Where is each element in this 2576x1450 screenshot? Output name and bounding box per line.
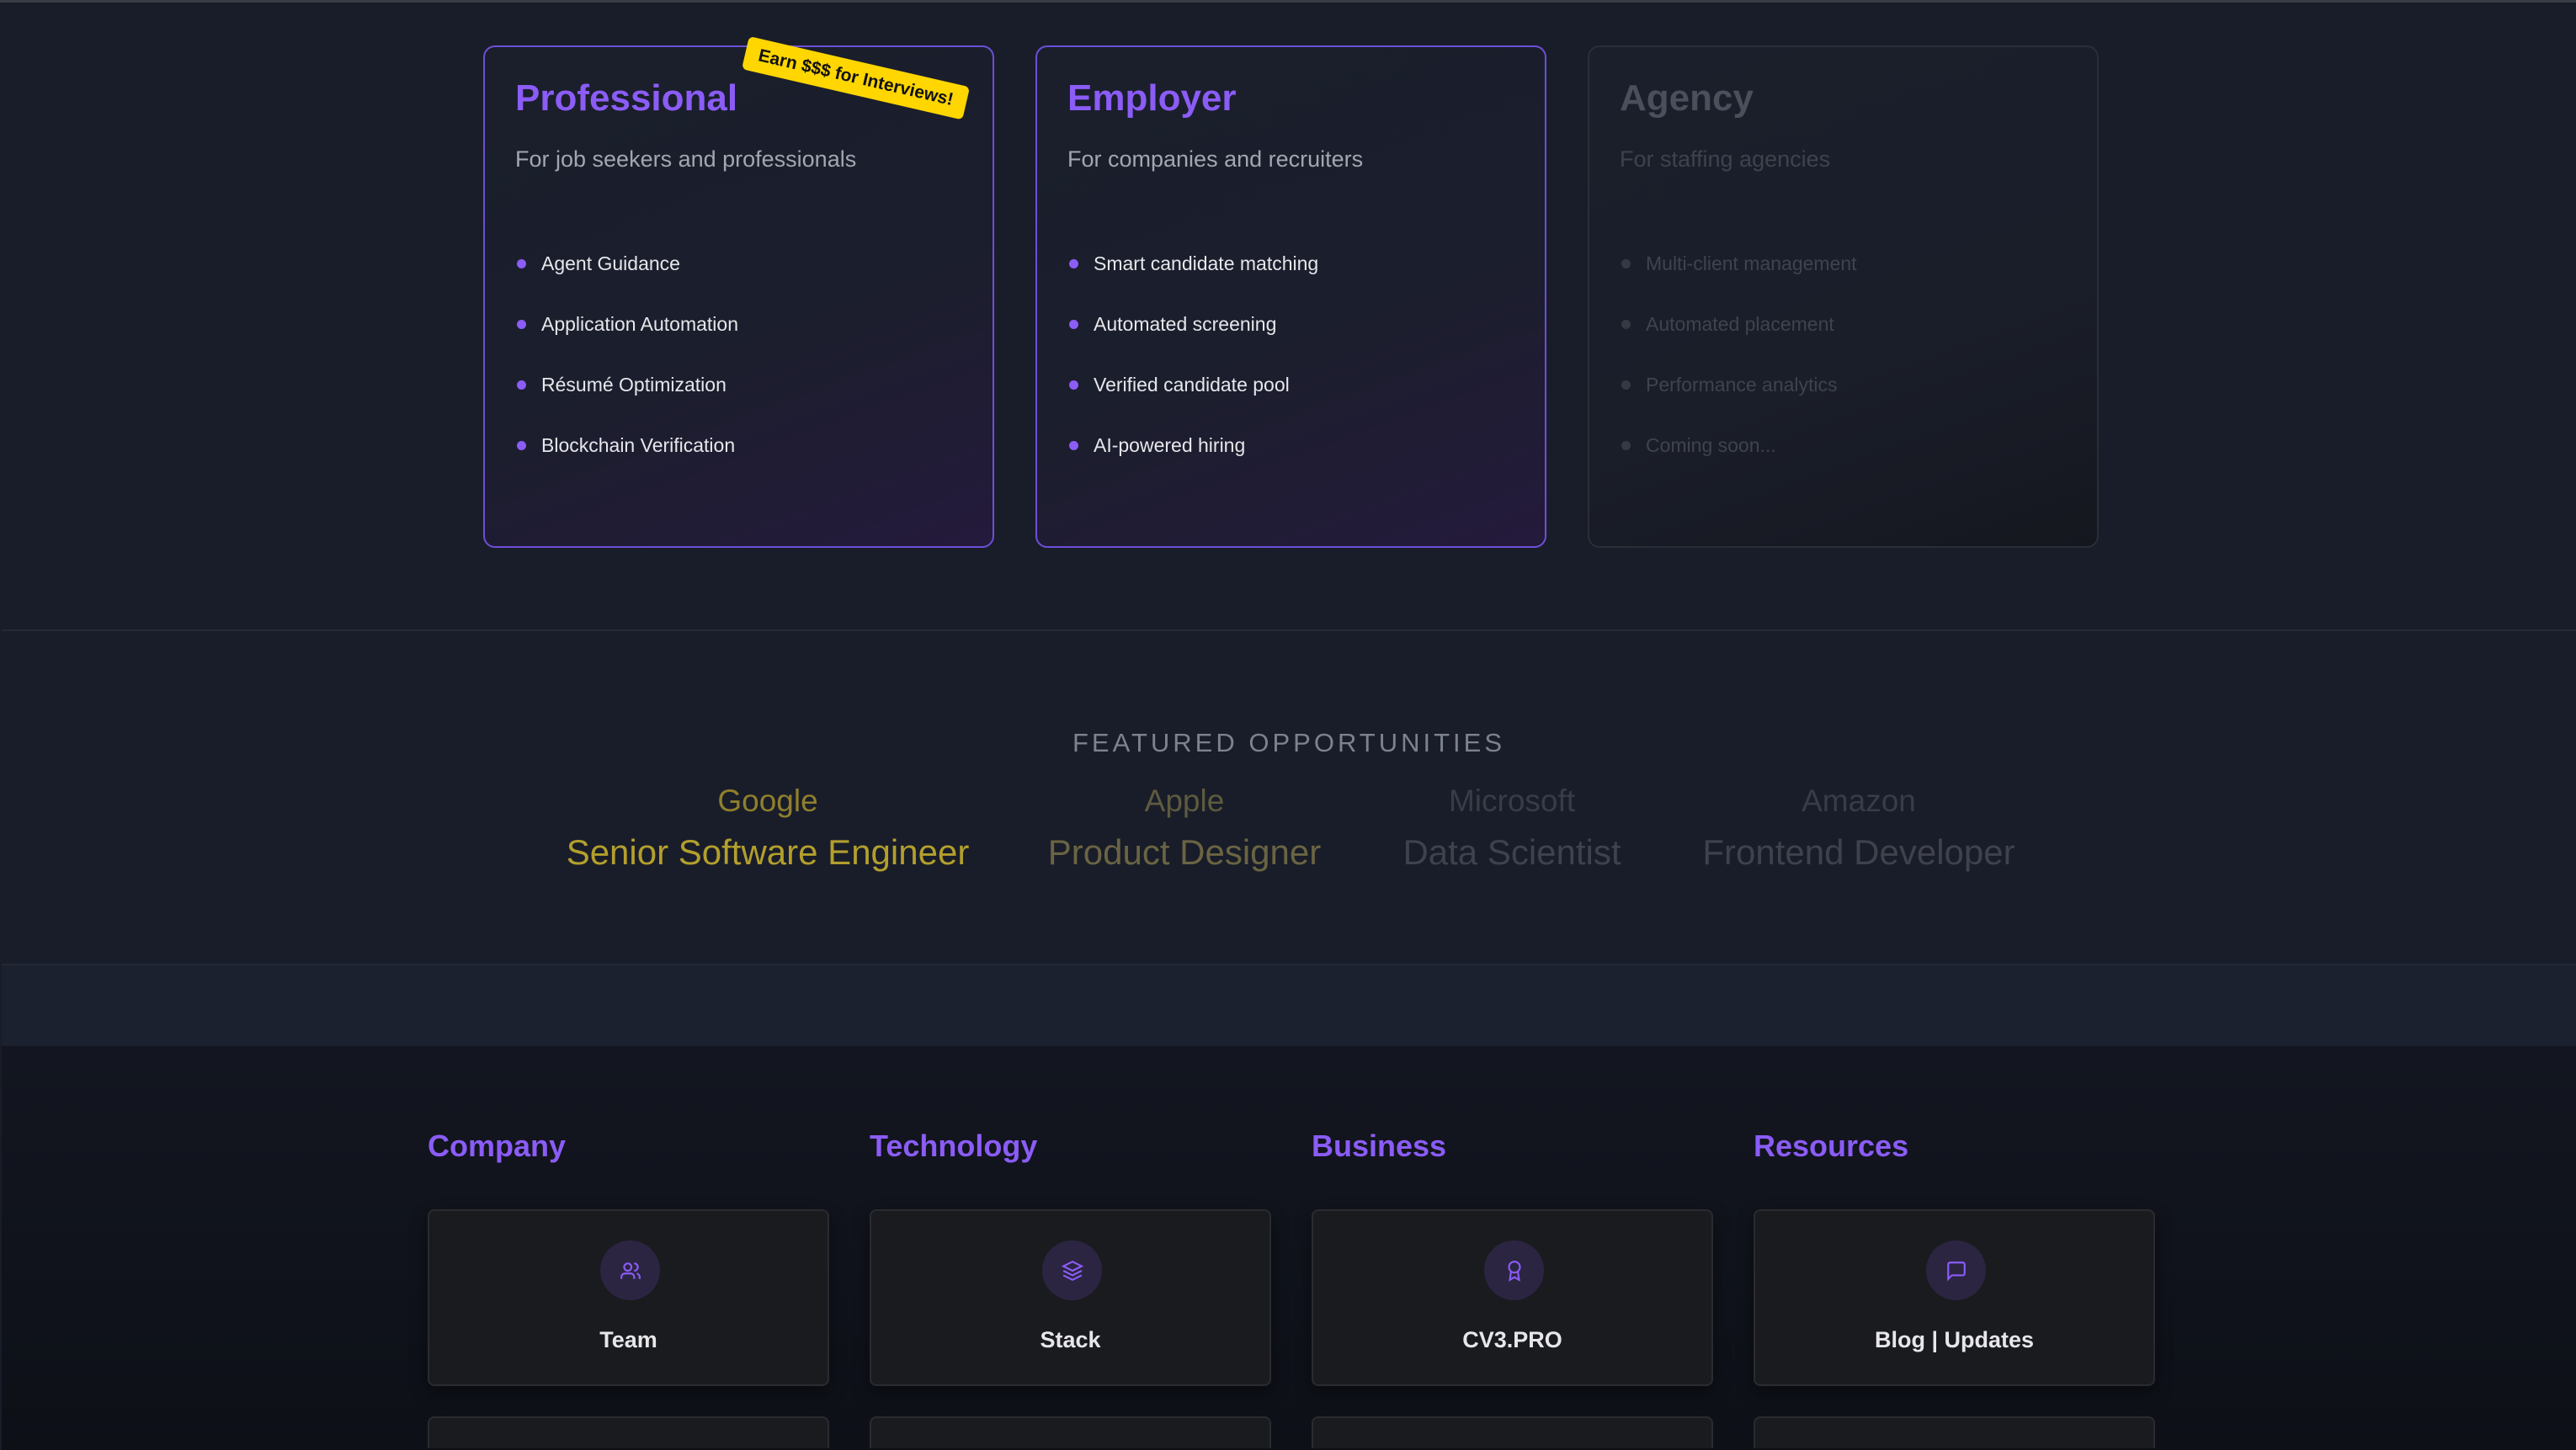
- footer-heading-business: Business: [1312, 1129, 1447, 1163]
- footer-heading-resources: Resources: [1754, 1129, 1909, 1163]
- bullet-icon: [1621, 380, 1631, 390]
- bullet-icon: [1621, 441, 1631, 450]
- footer: [2, 1046, 2576, 1450]
- feature-item: Smart candidate matching: [1067, 252, 1318, 313]
- feature-item: Application Automation: [515, 313, 738, 374]
- footer-link-cv3pro[interactable]: CV3.PRO: [1312, 1209, 1713, 1386]
- plan-title: Professional: [515, 77, 738, 119]
- bullet-icon: [1069, 259, 1078, 268]
- footer-heading-technology: Technology: [870, 1129, 1038, 1163]
- feature-item: Multi-client management: [1620, 252, 1857, 313]
- feature-item: AI-powered hiring: [1067, 434, 1318, 495]
- bullet-icon: [1069, 380, 1078, 390]
- job-title: Product Designer: [1047, 832, 1322, 872]
- company-name: Microsoft: [1448, 783, 1576, 818]
- feature-item: Performance analytics: [1620, 374, 1857, 434]
- plan-subtitle: For companies and recruiters: [1067, 146, 1364, 172]
- footer-link-label: Team: [599, 1327, 657, 1352]
- feature-item: Résumé Optimization: [515, 374, 738, 434]
- footer-link-stack[interactable]: Stack: [870, 1209, 1271, 1386]
- feature-item: Verified candidate pool: [1067, 374, 1318, 434]
- bullet-icon: [1621, 259, 1631, 268]
- feature-list: Agent Guidance Application Automation Ré…: [515, 252, 738, 495]
- feature-list: Smart candidate matching Automated scree…: [1067, 252, 1318, 495]
- company-name: Google: [717, 783, 818, 818]
- bullet-icon: [517, 259, 526, 268]
- featured-title: FEATURED OPPORTUNITIES: [1072, 728, 1505, 757]
- feature-item: Coming soon...: [1620, 434, 1857, 495]
- plan-card-professional[interactable]: Professional For job seekers and profess…: [483, 45, 994, 548]
- feature-item: Automated placement: [1620, 313, 1857, 374]
- plan-title: Employer: [1067, 77, 1237, 119]
- footer-heading-company: Company: [428, 1129, 567, 1163]
- footer-link-blog[interactable]: Blog | Updates: [1754, 1209, 2155, 1386]
- plan-card-agency: Agency For staffing agencies Multi-clien…: [1588, 45, 2099, 548]
- company-name: Apple: [1144, 783, 1225, 818]
- plan-subtitle: For staffing agencies: [1620, 146, 1831, 172]
- footer-link-team[interactable]: Team: [428, 1209, 829, 1386]
- feature-item: Agent Guidance: [515, 252, 738, 313]
- footer-link-card[interactable]: [1312, 1416, 1713, 1448]
- footer-link-label: CV3.PRO: [1462, 1327, 1562, 1352]
- feature-item: Automated screening: [1067, 313, 1318, 374]
- plan-subtitle: For job seekers and professionals: [515, 146, 857, 172]
- message-square-icon: [1926, 1240, 1986, 1300]
- footer-link-card[interactable]: [1754, 1416, 2155, 1448]
- job-title: Frontend Developer: [1702, 832, 2015, 872]
- users-icon: [600, 1240, 660, 1300]
- section-divider: [2, 629, 2576, 631]
- bullet-icon: [517, 380, 526, 390]
- section-band: [2, 964, 2576, 1046]
- footer-link-label: Stack: [1040, 1327, 1101, 1352]
- bullet-icon: [1069, 320, 1078, 329]
- company-name: Amazon: [1802, 783, 1916, 818]
- award-icon: [1484, 1240, 1544, 1300]
- layers-icon: [1042, 1240, 1102, 1300]
- footer-link-card[interactable]: [870, 1416, 1271, 1448]
- footer-link-label: Blog | Updates: [1874, 1327, 2035, 1352]
- bullet-icon: [1621, 320, 1631, 329]
- plan-card-employer[interactable]: Employer For companies and recruiters Sm…: [1035, 45, 1546, 548]
- job-title: Senior Software Engineer: [566, 832, 970, 872]
- feature-item: Blockchain Verification: [515, 434, 738, 495]
- feature-list: Multi-client management Automated placem…: [1620, 252, 1857, 495]
- bullet-icon: [517, 441, 526, 450]
- bullet-icon: [1069, 441, 1078, 450]
- footer-link-card[interactable]: [428, 1416, 829, 1448]
- job-title: Data Scientist: [1402, 832, 1621, 872]
- plan-title: Agency: [1620, 77, 1754, 119]
- bullet-icon: [517, 320, 526, 329]
